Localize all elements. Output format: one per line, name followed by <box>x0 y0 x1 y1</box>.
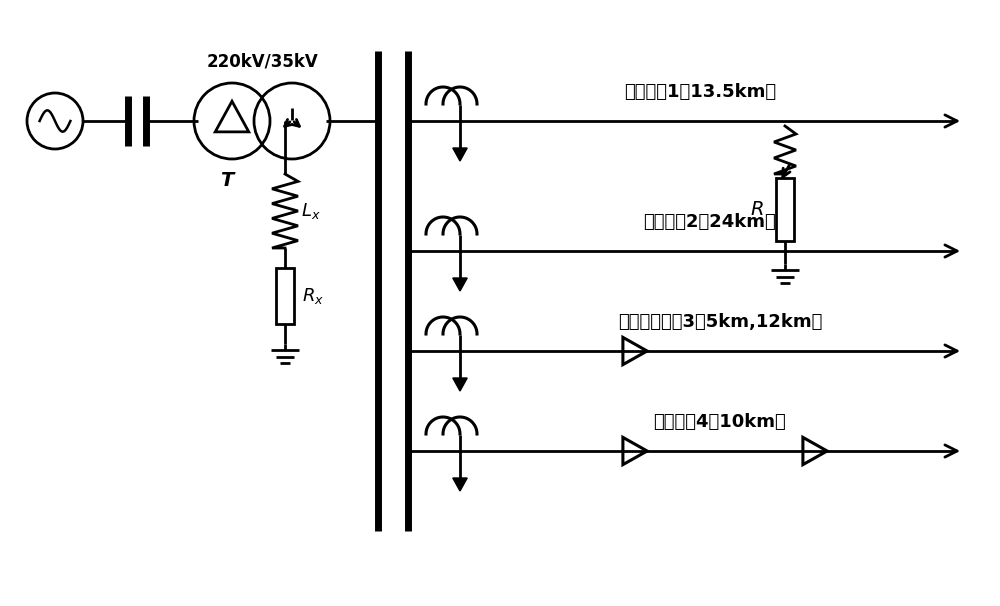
Text: 电缆线路4（10km）: 电缆线路4（10km） <box>654 413 786 431</box>
Text: $R$: $R$ <box>750 200 764 219</box>
Text: 架空线路2（24km）: 架空线路2（24km） <box>644 213 776 231</box>
Text: 缆线混合线路3（5km,12km）: 缆线混合线路3（5km,12km） <box>618 313 822 331</box>
Bar <box>276 268 294 324</box>
Polygon shape <box>453 278 467 291</box>
Polygon shape <box>453 148 467 161</box>
Bar <box>776 178 794 241</box>
Text: $L_x$: $L_x$ <box>301 201 321 221</box>
Polygon shape <box>453 478 467 491</box>
Text: T: T <box>220 171 234 190</box>
Text: $R_x$: $R_x$ <box>302 286 324 306</box>
Polygon shape <box>453 378 467 391</box>
Text: 220kV/35kV: 220kV/35kV <box>206 53 318 71</box>
Text: 架空线路1（13.5km）: 架空线路1（13.5km） <box>624 83 776 101</box>
